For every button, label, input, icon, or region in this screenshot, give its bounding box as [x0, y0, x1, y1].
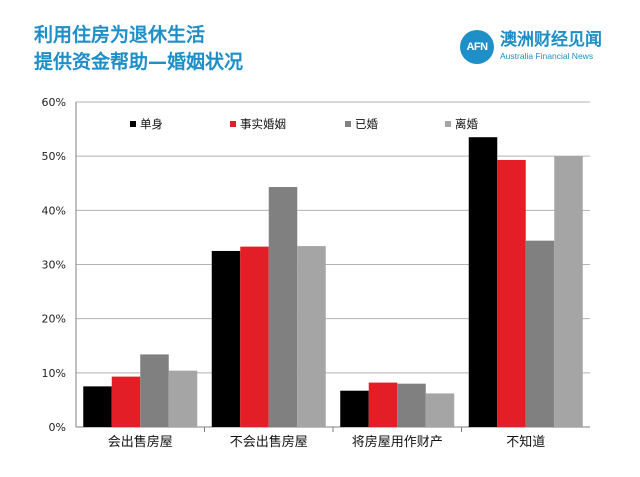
- bar: [240, 246, 269, 427]
- legend-label: 单身: [140, 117, 163, 131]
- y-tick-label: 60%: [42, 96, 66, 109]
- bar: [525, 240, 555, 427]
- x-category-label: 将房屋用作财产: [352, 434, 443, 450]
- y-tick-label: 30%: [42, 259, 66, 272]
- bar: [425, 393, 455, 427]
- x-category-label: 不会出售房屋: [230, 434, 308, 450]
- bar: [111, 376, 141, 427]
- chart-title-line-1: 利用住房为退休生活: [34, 24, 206, 46]
- bar: [554, 156, 583, 427]
- y-tick-label: 20%: [42, 313, 66, 326]
- bar: [168, 370, 198, 427]
- legend-label: 事实婚姻: [240, 117, 286, 131]
- legend-label: 离婚: [455, 117, 478, 131]
- bar: [297, 246, 326, 427]
- y-tick-label: 40%: [42, 204, 66, 217]
- afn-logo-icon: AFN: [460, 30, 494, 64]
- bar: [83, 386, 112, 427]
- chart-title-line-2: 提供资金帮助—婚姻状况: [34, 51, 244, 73]
- y-tick-label: 10%: [42, 367, 66, 380]
- bar: [140, 354, 169, 427]
- y-tick-label: 50%: [42, 150, 66, 163]
- bar: [211, 250, 241, 427]
- bar: [468, 137, 498, 428]
- legend-swatch: [130, 121, 136, 127]
- brand-name-english: Australia Financial News: [500, 51, 594, 61]
- legend-swatch: [345, 121, 351, 127]
- x-category-label: 不知道: [506, 434, 545, 450]
- bar: [368, 382, 398, 427]
- chart-title: 利用住房为退休生活 提供资金帮助—婚姻状况: [34, 22, 243, 76]
- legend-swatch: [230, 121, 236, 127]
- bar: [497, 159, 526, 428]
- legend-swatch: [445, 121, 451, 127]
- bar: [397, 383, 426, 427]
- bar: [268, 187, 298, 427]
- legend-label: 已婚: [355, 117, 378, 131]
- y-tick-label: 0%: [49, 421, 66, 434]
- brand-block: AFN 澳洲财经见闻 Australia Financial News: [460, 30, 635, 70]
- bar: [340, 390, 369, 427]
- brand-name-chinese: 澳洲财经见闻: [500, 30, 602, 50]
- x-category-label: 会出售房屋: [108, 434, 173, 450]
